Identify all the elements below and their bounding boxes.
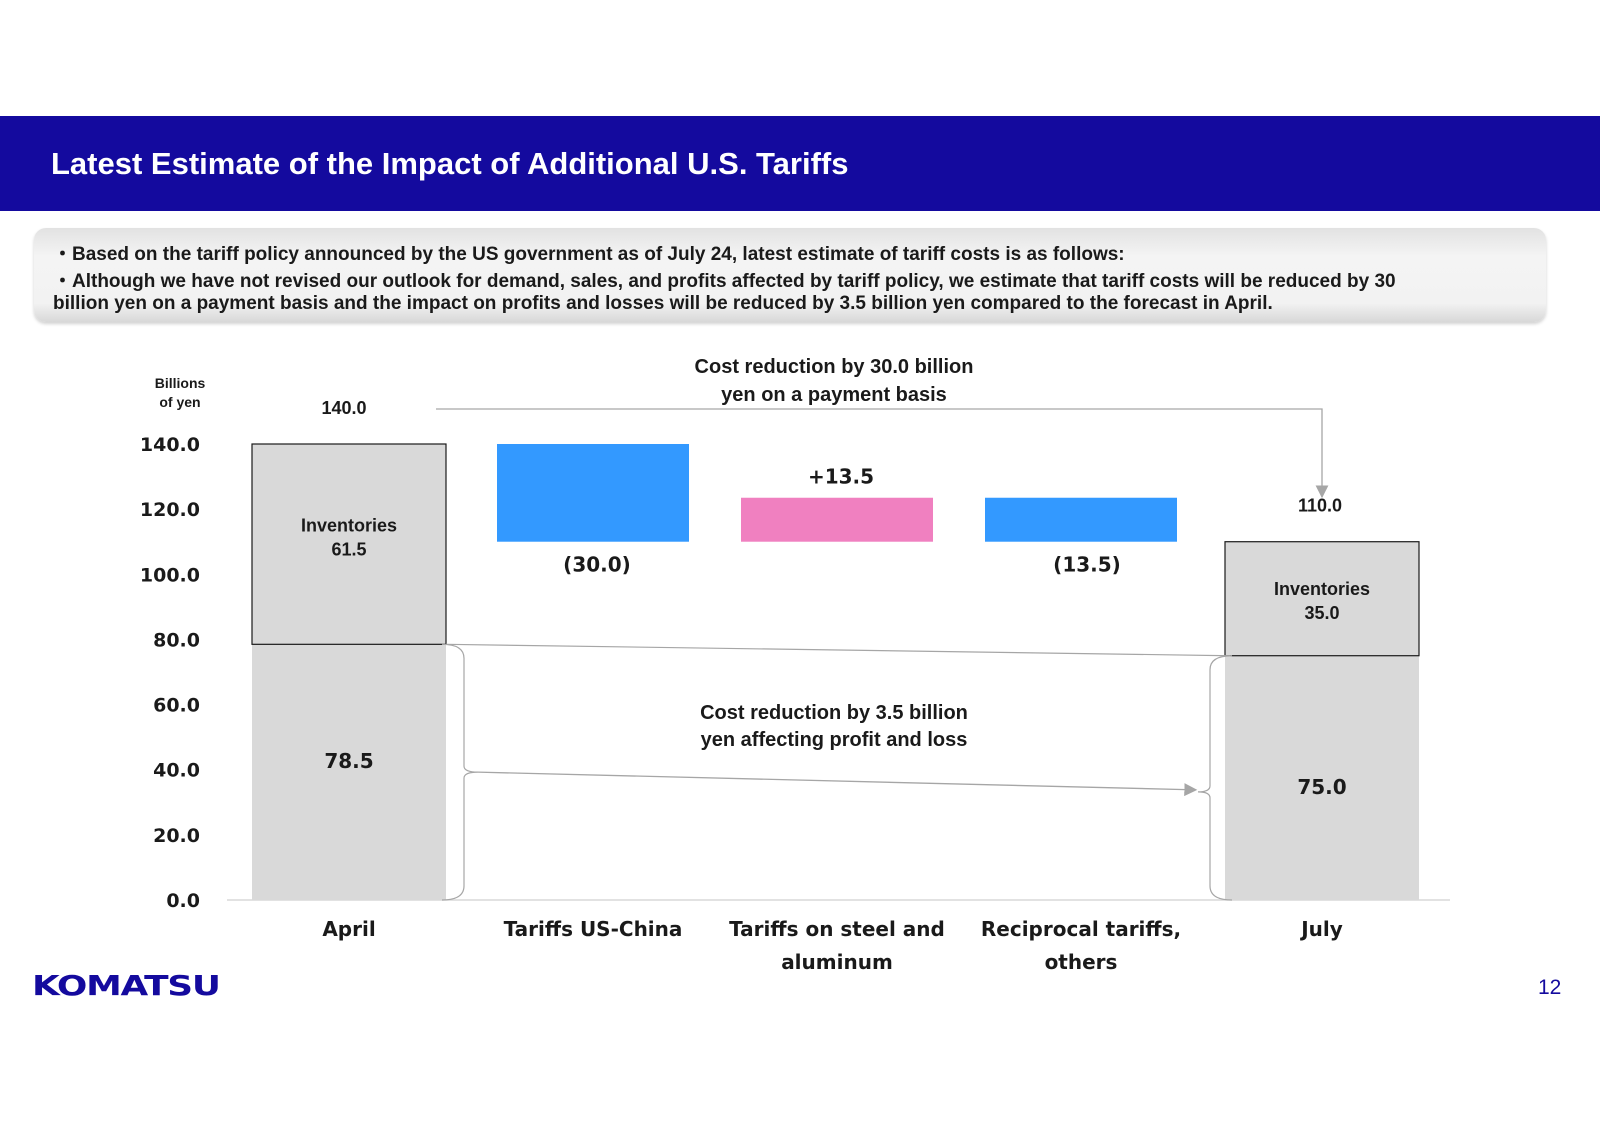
summary-line-1: ・Based on the tariff policy announced by… xyxy=(53,244,1125,265)
x-category-label: Tariffs US-China xyxy=(504,917,683,941)
total-bar-segment xyxy=(252,644,446,900)
y-tick-label: 80.0 xyxy=(153,629,200,651)
annotation-payment-basis: Cost reduction by 30.0 billion yen on a p… xyxy=(695,356,974,406)
total-value-label: 140.0 xyxy=(321,398,366,418)
y-axis-unit-label: Billions of yen xyxy=(155,375,206,410)
segment-label: Inventories 61.5 xyxy=(301,515,397,559)
total-bar-segment xyxy=(251,443,447,645)
april-bracket xyxy=(441,643,479,901)
change-value-label: (30.0) xyxy=(563,553,631,577)
page-number: 12 xyxy=(1538,976,1562,999)
change-value-label: +13.5 xyxy=(808,465,874,489)
x-category-label: Tariffs on steel and aluminum xyxy=(729,917,945,974)
inventory-connector-line xyxy=(445,643,1231,657)
change-value-label: (13.5) xyxy=(1053,553,1121,577)
x-category-label: July xyxy=(1299,917,1343,941)
total-bar-segment xyxy=(1224,541,1420,657)
y-tick-label: 40.0 xyxy=(153,760,200,782)
segment-label: 78.5 xyxy=(324,749,373,773)
segment-label: Inventories 35.0 xyxy=(1274,579,1370,623)
summary-line-3: billion yen on a payment basis and the i… xyxy=(53,293,1273,314)
komatsu-logo: KOMATSU xyxy=(32,969,221,1002)
y-tick-label: 0.0 xyxy=(166,890,200,912)
slide-title: Latest Estimate of the Impact of Additio… xyxy=(51,146,849,181)
july-bracket xyxy=(1197,655,1233,901)
x-category-label: Reciprocal tariffs, others xyxy=(981,917,1181,974)
summary-line-2: ・Although we have not revised our outloo… xyxy=(53,271,1396,292)
x-category-label: April xyxy=(322,917,375,941)
y-tick-label: 140.0 xyxy=(140,434,200,456)
title-bar xyxy=(0,116,1600,211)
change-bar xyxy=(741,497,933,542)
change-bar xyxy=(985,497,1177,542)
y-tick-label: 100.0 xyxy=(140,564,200,586)
annotation-profit-loss: Cost reduction by 3.5 billion yen affecti… xyxy=(700,702,968,751)
segment-label: 75.0 xyxy=(1297,775,1346,799)
payment-basis-arrow xyxy=(436,408,1329,499)
y-tick-label: 20.0 xyxy=(153,825,200,847)
total-value-label: 110.0 xyxy=(1298,496,1342,516)
y-tick-label: 120.0 xyxy=(140,499,200,521)
summary-box xyxy=(34,228,1546,322)
total-bar-segment xyxy=(1225,655,1419,900)
change-bar xyxy=(497,444,689,542)
y-tick-label: 60.0 xyxy=(153,695,200,717)
profit-loss-arrow xyxy=(477,771,1198,797)
